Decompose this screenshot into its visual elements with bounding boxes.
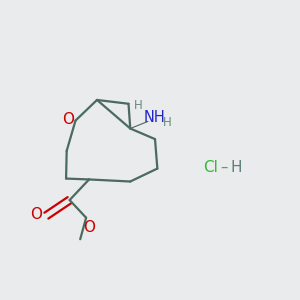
Text: O: O bbox=[62, 112, 74, 127]
Text: NH: NH bbox=[143, 110, 165, 125]
Text: Cl: Cl bbox=[203, 160, 218, 175]
Text: O: O bbox=[30, 207, 42, 222]
Text: H: H bbox=[231, 160, 242, 175]
Text: O: O bbox=[83, 220, 95, 235]
Text: H: H bbox=[134, 99, 142, 112]
Text: –: – bbox=[220, 160, 227, 175]
Text: H: H bbox=[163, 116, 171, 129]
